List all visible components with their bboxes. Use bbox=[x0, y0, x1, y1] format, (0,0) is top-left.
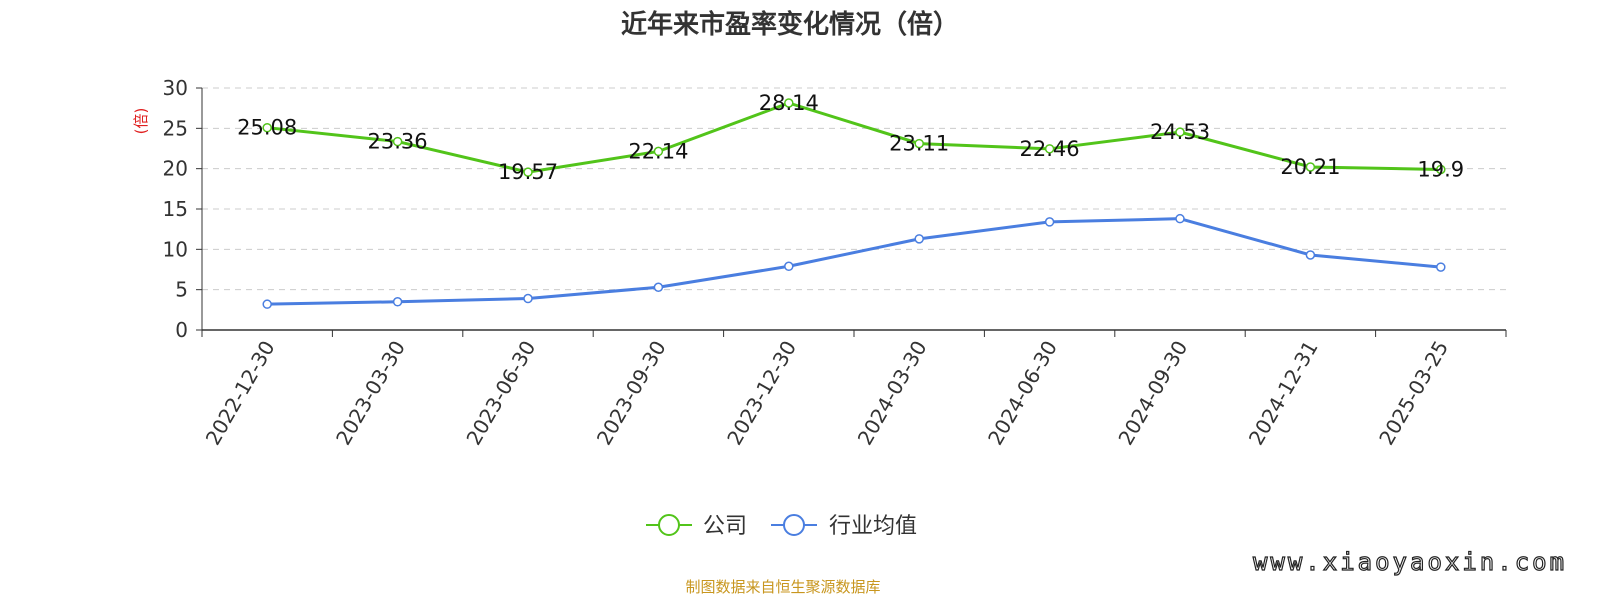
x-tick-label: 2023-06-30 bbox=[461, 337, 540, 450]
data-point[interactable] bbox=[914, 234, 924, 244]
x-tick-label: 2024-12-31 bbox=[1244, 337, 1323, 450]
x-tick-label: 2022-12-30 bbox=[201, 337, 280, 450]
y-tick-label: 15 bbox=[163, 197, 188, 221]
data-point[interactable] bbox=[653, 146, 664, 157]
y-tick-label: 10 bbox=[163, 237, 188, 261]
legend-label: 行业均值 bbox=[829, 514, 917, 539]
x-tick-label: 2024-06-30 bbox=[983, 337, 1062, 450]
data-point[interactable] bbox=[1175, 213, 1185, 224]
x-tick-label: 2023-12-30 bbox=[722, 337, 801, 450]
legend-item-0[interactable]: 公司 bbox=[646, 514, 747, 539]
y-tick-label: 25 bbox=[163, 116, 188, 140]
series-line-1 bbox=[267, 217, 1441, 306]
data-point[interactable] bbox=[1436, 262, 1446, 272]
x-tick-label: 2025-03-25 bbox=[1374, 337, 1453, 450]
data-label: 23.11 bbox=[889, 132, 949, 156]
y-tick-label: 5 bbox=[175, 278, 188, 302]
data-point[interactable] bbox=[1044, 144, 1055, 154]
data-point[interactable] bbox=[262, 299, 272, 309]
data-label: 19.9 bbox=[1417, 157, 1464, 181]
axes: 0 5 10 15 20 25 30 2022-12-30 2023-03-30 2023-06-… bbox=[163, 76, 1507, 450]
data-point[interactable] bbox=[1305, 162, 1316, 172]
y-tick-label: 30 bbox=[163, 76, 188, 100]
watermark: www.xiaoyaoxin.com bbox=[1253, 548, 1567, 576]
y-tick-label: 20 bbox=[163, 157, 188, 181]
data-point[interactable] bbox=[392, 297, 403, 307]
source-note: 制图数据来自恒生聚源数据库 bbox=[685, 578, 880, 596]
series-lines bbox=[262, 98, 1446, 309]
y-tick-label: 0 bbox=[175, 318, 188, 342]
x-tick-label: 2023-09-30 bbox=[592, 337, 671, 450]
data-point[interactable] bbox=[914, 138, 924, 149]
data-point[interactable] bbox=[1436, 164, 1446, 175]
data-label: 23.36 bbox=[368, 130, 428, 154]
data-point[interactable] bbox=[1175, 127, 1185, 137]
data-labels: 25.08 23.36 19.57 22.14 28.14 23.11 22.46 24.53… bbox=[237, 91, 1464, 184]
data-point[interactable] bbox=[653, 282, 664, 292]
data-point[interactable] bbox=[1305, 250, 1316, 260]
data-label: 25.08 bbox=[237, 116, 297, 140]
data-point[interactable] bbox=[262, 122, 272, 133]
legend[interactable]: 公司 行业均值 bbox=[646, 514, 917, 539]
data-point[interactable] bbox=[1044, 217, 1055, 227]
data-point[interactable] bbox=[784, 261, 794, 272]
chart-title: 近年来市盈率变化情况（倍） bbox=[621, 9, 959, 40]
legend-marker-icon bbox=[783, 514, 805, 536]
data-label: 22.14 bbox=[628, 139, 688, 163]
series-line-0 bbox=[267, 101, 1441, 174]
grid-lines bbox=[202, 87, 1506, 291]
x-tick-label: 2023-03-30 bbox=[331, 336, 410, 449]
legend-marker-icon bbox=[658, 514, 680, 536]
y-axis-label: (倍) bbox=[132, 108, 150, 135]
data-point[interactable] bbox=[392, 136, 403, 147]
data-point[interactable] bbox=[523, 167, 533, 177]
data-label: 22.46 bbox=[1020, 137, 1080, 161]
x-tick-label: 2024-03-30 bbox=[853, 336, 932, 449]
legend-item-1[interactable]: 行业均值 bbox=[771, 514, 917, 539]
x-tick-label: 2024-09-30 bbox=[1113, 337, 1192, 450]
data-label: 19.57 bbox=[498, 160, 558, 184]
data-point[interactable] bbox=[523, 293, 533, 304]
data-label: 20.21 bbox=[1280, 155, 1340, 179]
data-point[interactable] bbox=[784, 98, 794, 108]
legend-label: 公司 bbox=[703, 514, 747, 539]
data-label: 24.53 bbox=[1150, 120, 1210, 144]
data-label: 28.14 bbox=[759, 91, 819, 115]
